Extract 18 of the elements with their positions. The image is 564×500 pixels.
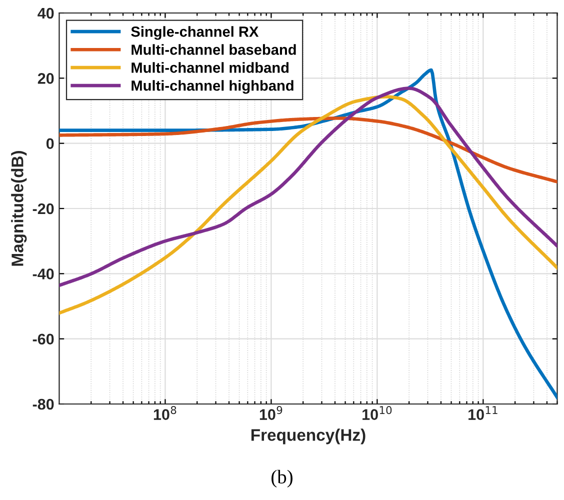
legend-label: Multi-channel highband — [132, 80, 294, 94]
x-tick-label: 10$^{11}$ — [468, 406, 498, 420]
y-tick-label: -40 — [32, 268, 54, 280]
y-tick-label: -80 — [32, 398, 54, 410]
x-axis-title: Frequency(Hz) — [251, 428, 366, 444]
legend-label: Single-channel RX — [131, 26, 259, 40]
y-tick-label: 20 — [38, 73, 54, 84]
y-tick-label: 0 — [46, 138, 54, 150]
legend-label: Multi-channel midband — [132, 62, 289, 73]
y-axis-title: Magnitude(dB) — [11, 151, 27, 266]
y-tick-label: 40 — [38, 8, 54, 19]
text: (b) — [272, 470, 292, 488]
legend-label: Multi-channel baseband — [132, 44, 296, 55]
x-tick-label: 10$^{8}$ — [154, 406, 176, 420]
x-tick-label: 10$^{9}$ — [260, 406, 282, 420]
y-tick-label: -20 — [32, 203, 54, 214]
y-tick-label: -60 — [32, 334, 54, 345]
x-tick-label: 10$^{10}$ — [362, 406, 392, 420]
